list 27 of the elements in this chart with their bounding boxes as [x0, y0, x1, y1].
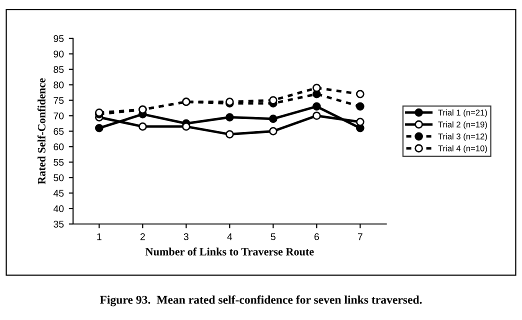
y-tick-label: 35 — [54, 220, 64, 228]
legend-label: Trial 2 (n=19) — [438, 121, 487, 130]
y-tick-label: 55 — [54, 158, 64, 166]
y-tick-label: 85 — [54, 66, 64, 73]
x-tick-label: 3 — [184, 233, 188, 240]
y-axis-title: Rated Self-Confidence — [37, 78, 46, 184]
caption: Figure 93. Mean rated self-confidence for seven links traversed. — [100, 295, 422, 306]
x-tick-label: 2 — [140, 233, 145, 240]
x-tick-label: 6 — [314, 233, 319, 240]
legend-label: Trial 3 (n=12) — [438, 133, 487, 142]
x-tick-label: 7 — [358, 233, 362, 240]
x-tick-label: 4 — [227, 233, 232, 240]
y-tick-label: 50 — [54, 174, 64, 182]
y-tick-label: 75 — [54, 97, 64, 104]
legend-label: Trial 1 (n=21) — [438, 109, 487, 118]
x-axis-title: Number of Links to Traverse Route — [145, 248, 314, 256]
y-tick-label: 60 — [54, 143, 64, 150]
x-tick-label: 5 — [270, 233, 276, 240]
y-tick-label: 45 — [53, 190, 64, 197]
y-tick-label: 40 — [53, 205, 64, 212]
legend-label: Trial 4 (n=10) — [438, 145, 487, 153]
y-tick-label: 65 — [54, 128, 64, 135]
y-tick-label: 95 — [54, 35, 64, 42]
y-tick-label: 90 — [54, 50, 64, 58]
x-tick-label: 1 — [97, 233, 102, 240]
y-tick-label: 70 — [54, 112, 64, 120]
y-tick-label: 80 — [54, 82, 64, 88]
